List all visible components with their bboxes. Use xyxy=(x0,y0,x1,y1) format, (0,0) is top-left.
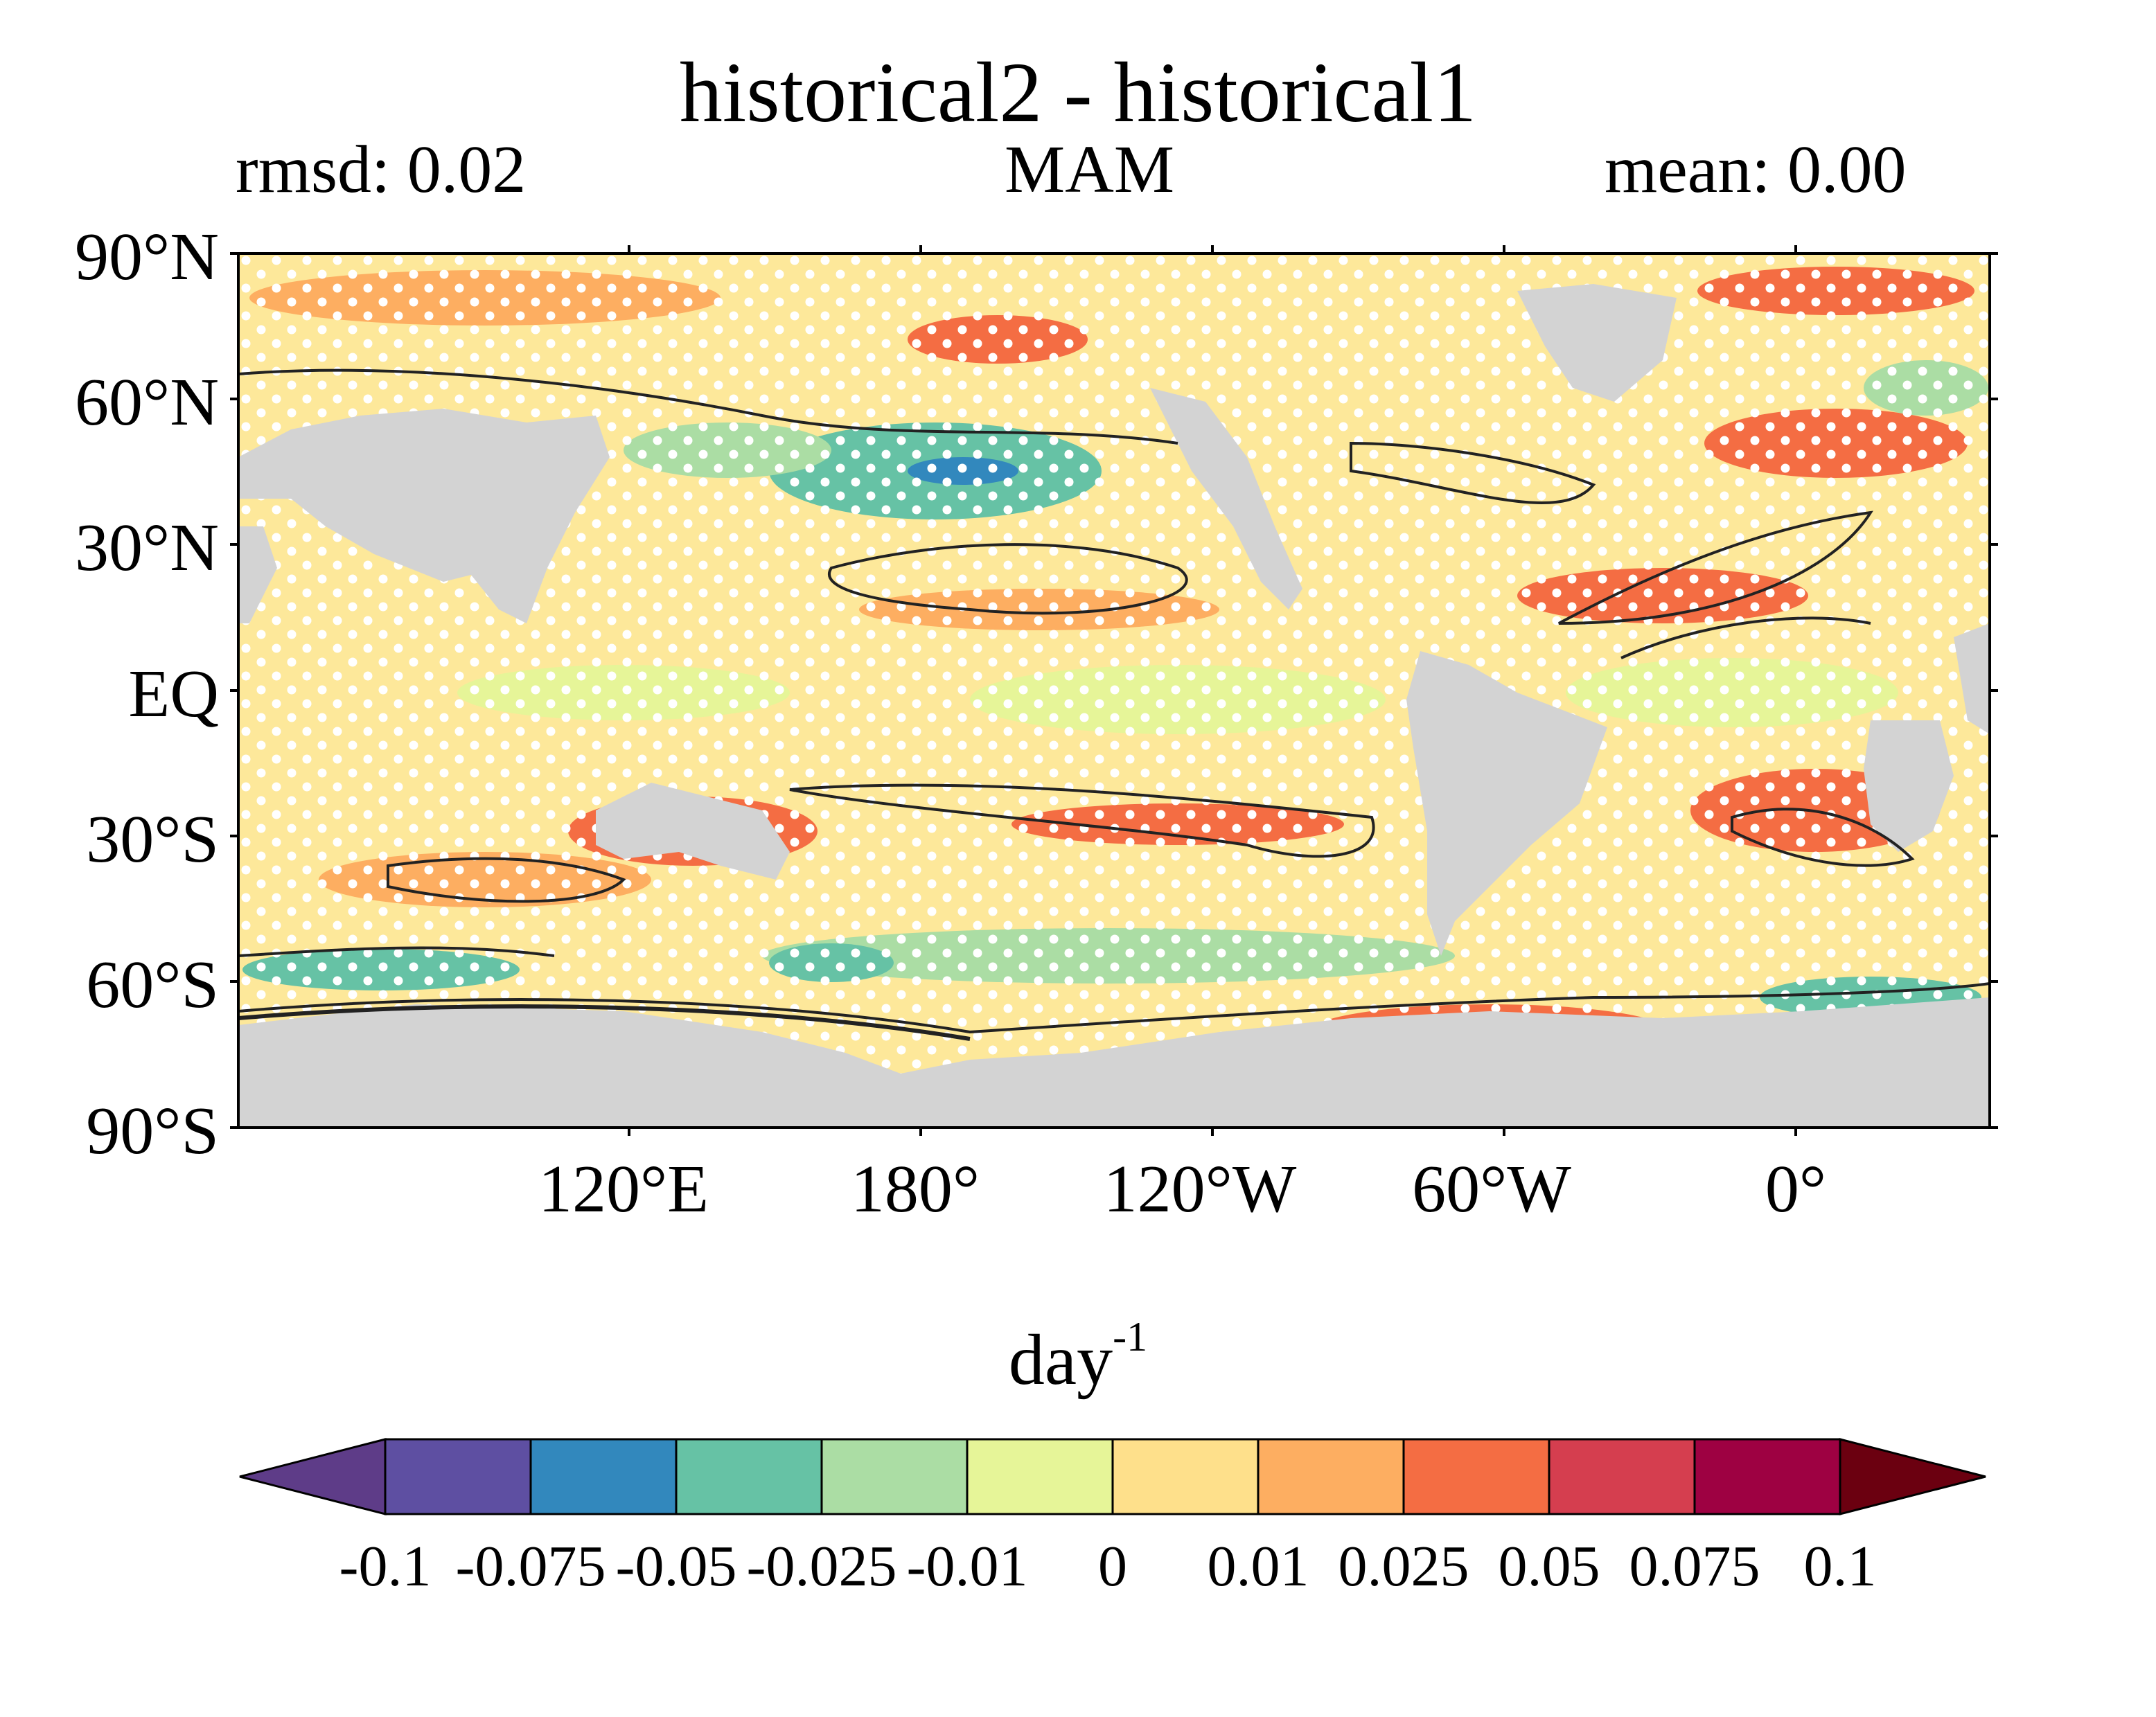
lat-tick-label: EQ xyxy=(128,657,219,731)
colorbar-tick-label: -0.05 xyxy=(615,1534,737,1599)
colorbar-tick-label: 0 xyxy=(1098,1534,1127,1599)
colorbar-segment xyxy=(1693,1438,1841,1515)
map-field xyxy=(238,253,1990,1128)
tick-marks xyxy=(230,245,1998,1136)
mean-label: mean: 0.00 xyxy=(1605,132,1907,207)
colorbar-segment xyxy=(966,1438,1114,1515)
lon-tick-label: 180° xyxy=(850,1152,980,1227)
colorbar xyxy=(239,1438,1986,1515)
colorbar-segment xyxy=(384,1438,532,1515)
colorbar-segment xyxy=(1257,1438,1405,1515)
colorbar-segment xyxy=(1402,1438,1550,1515)
lat-tick-label: 90°N xyxy=(75,220,219,294)
lat-tick-label: 30°S xyxy=(86,802,219,877)
colorbar-segment xyxy=(1548,1438,1696,1515)
colorbar-segment xyxy=(675,1438,823,1515)
lat-tick-label: 60°N xyxy=(75,365,219,440)
lon-tick-label: 60°W xyxy=(1412,1152,1571,1227)
colorbar-segment xyxy=(529,1438,678,1515)
colorbar-segments xyxy=(384,1438,1841,1515)
contour-lines xyxy=(238,368,1990,1041)
colorbar-units-exponent: -1 xyxy=(1113,1314,1148,1360)
significance-stippling xyxy=(238,253,1990,1128)
lon-tick-label: 0° xyxy=(1765,1152,1827,1227)
antarctica-landmass xyxy=(238,997,1990,1128)
lon-tick-label: 120°E xyxy=(538,1152,709,1227)
colorbar-segment xyxy=(1111,1438,1260,1515)
colorbar-tick-label: 0.025 xyxy=(1338,1534,1469,1599)
lon-tick-label: 120°W xyxy=(1103,1152,1297,1227)
north-america-landmass xyxy=(1150,388,1302,610)
colorbar-units-base: day xyxy=(1008,1320,1113,1400)
lat-tick-label: 30°N xyxy=(75,510,219,585)
colorbar-tick-label: -0.025 xyxy=(746,1534,897,1599)
colorbar-tick-label: 0.05 xyxy=(1498,1534,1600,1599)
africa-landmass xyxy=(1864,720,1954,852)
asia-landmass xyxy=(238,409,610,623)
colorbar-tick-label: 0.01 xyxy=(1207,1534,1309,1599)
figure-title: historical2 - historical1 xyxy=(679,45,1477,140)
australia-landmass xyxy=(596,783,790,880)
colorbar-extend-high xyxy=(1839,1438,1986,1515)
greenland-landmass xyxy=(1517,284,1677,402)
arabia-landmass xyxy=(238,526,277,623)
colorbar-tick-label: 0.075 xyxy=(1629,1534,1760,1599)
colorbar-tick-label: -0.1 xyxy=(339,1534,432,1599)
lat-tick-label: 60°S xyxy=(86,948,219,1022)
colorbar-extend-low xyxy=(239,1438,387,1515)
colorbar-tick-label: -0.01 xyxy=(906,1534,1028,1599)
rmsd-label: rmsd: 0.02 xyxy=(236,132,527,207)
colorbar-units: day-1 xyxy=(939,1316,1217,1396)
south-america-landmass xyxy=(1406,651,1607,956)
season-label: MAM xyxy=(1005,132,1175,207)
land-masses xyxy=(238,284,1990,1128)
colorbar-tick-label: -0.075 xyxy=(455,1534,606,1599)
colorbar-segment xyxy=(820,1438,969,1515)
colorbar-tick-label: 0.1 xyxy=(1803,1534,1877,1599)
lat-tick-label: 90°S xyxy=(86,1094,219,1168)
africa-east-landmass xyxy=(1954,623,1990,734)
